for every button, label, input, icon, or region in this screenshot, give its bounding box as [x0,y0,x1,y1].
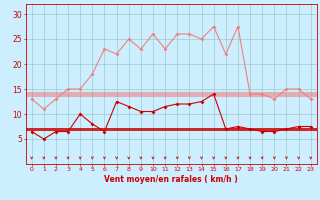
X-axis label: Vent moyen/en rafales ( km/h ): Vent moyen/en rafales ( km/h ) [104,175,238,184]
